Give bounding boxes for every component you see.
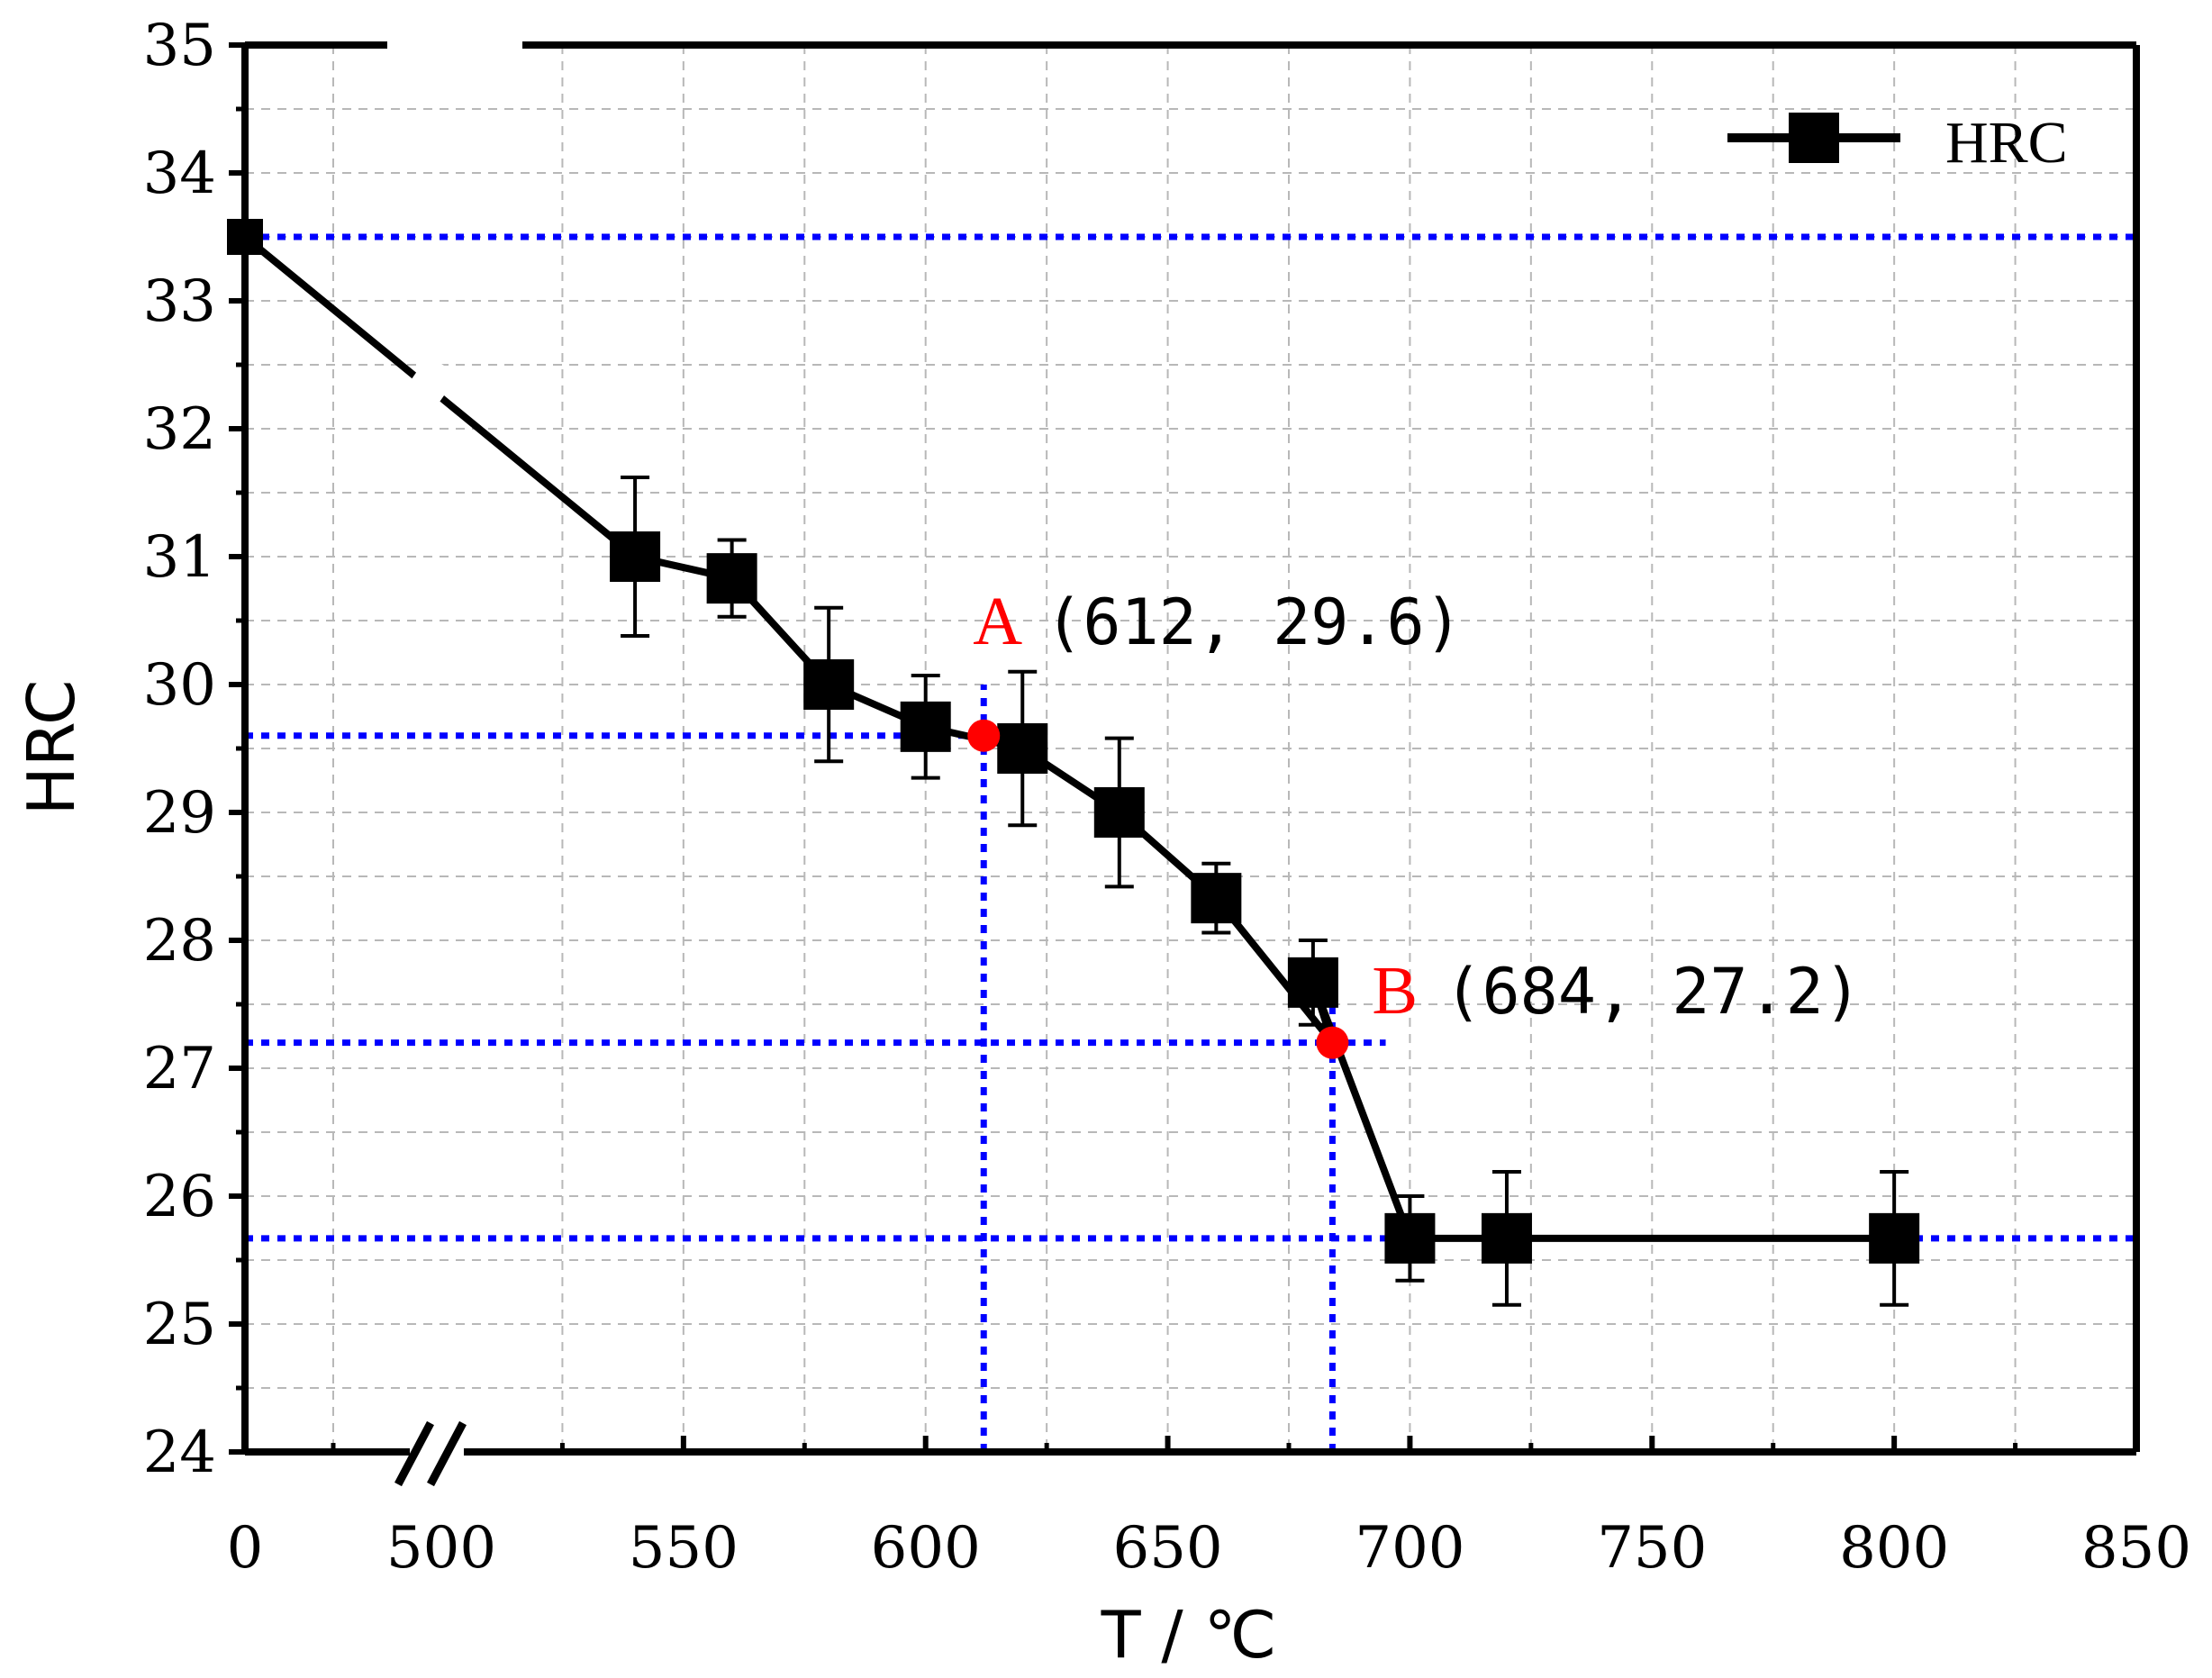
annotation-letter-b: B (1372, 953, 1418, 1029)
x-tick-label-650: 650 (1112, 1515, 1222, 1582)
data-point-1 (610, 531, 661, 582)
x-tick-label-600: 600 (871, 1515, 981, 1582)
x-tick-label-800: 800 (1839, 1515, 1949, 1582)
break-gap-line (397, 354, 458, 421)
data-point-5 (997, 723, 1048, 774)
x-tick-label-750: 750 (1597, 1515, 1707, 1582)
x-tick-label-500: 500 (386, 1515, 496, 1582)
y-tick-label-32: 32 (143, 396, 216, 463)
x-tick-label-850: 850 (2081, 1515, 2191, 1582)
y-tick-label-24: 24 (143, 1419, 216, 1486)
legend: HRC (1727, 110, 2068, 176)
data-point-4 (900, 701, 951, 752)
y-tick-label-27: 27 (143, 1036, 216, 1102)
axis-break (387, 27, 522, 1487)
annotation-coords-b: (684, 27.2) (1444, 955, 1862, 1029)
annotations: A (612, 29.6) B (684, 27.2) (967, 584, 1862, 1059)
x-tick-label-700: 700 (1355, 1515, 1464, 1582)
y-tick-label-35: 35 (143, 13, 216, 79)
y-tick-label-29: 29 (143, 780, 216, 847)
data-point-6 (1093, 787, 1145, 838)
data-point-7 (1191, 873, 1242, 924)
data-point-11 (1869, 1212, 1920, 1264)
tick-labels: 0 500 550 600 650 700 750 800 850 24 25 26 27 28 29 30 3… (143, 13, 2192, 1582)
y-tick-label-30: 30 (143, 652, 216, 719)
data-point-10 (1481, 1212, 1532, 1264)
annotation-coords-a: (612, 29.6) (1045, 585, 1463, 659)
annotation-letter-a: A (973, 584, 1022, 659)
x-tick-label-550: 550 (629, 1515, 739, 1582)
break-gap-top (387, 27, 522, 63)
axes (229, 41, 2140, 1456)
data-point-8 (1287, 957, 1338, 1008)
legend-marker (1789, 113, 1839, 163)
x-tick-label-0: 0 (227, 1515, 264, 1582)
data-point-9 (1384, 1212, 1436, 1264)
annotation-point-a (967, 719, 1001, 752)
y-tick-label-34: 34 (143, 141, 216, 207)
y-tick-label-33: 33 (143, 268, 216, 335)
y-tick-label-28: 28 (143, 908, 216, 975)
legend-label: HRC (1945, 110, 2068, 176)
break-slash-1 (394, 1420, 434, 1487)
y-tick-label-31: 31 (143, 524, 216, 591)
y-axis-title: HRC (14, 680, 89, 816)
data-point-3 (803, 659, 855, 710)
break-slash-2 (427, 1420, 467, 1487)
grid (245, 45, 2136, 1452)
annotation-point-b (1316, 1026, 1349, 1059)
y-tick-label-26: 26 (143, 1164, 216, 1230)
x-axis-title: T / ℃ (1101, 1597, 1277, 1673)
y-tick-label-25: 25 (143, 1292, 216, 1358)
data-point-2 (706, 553, 757, 604)
